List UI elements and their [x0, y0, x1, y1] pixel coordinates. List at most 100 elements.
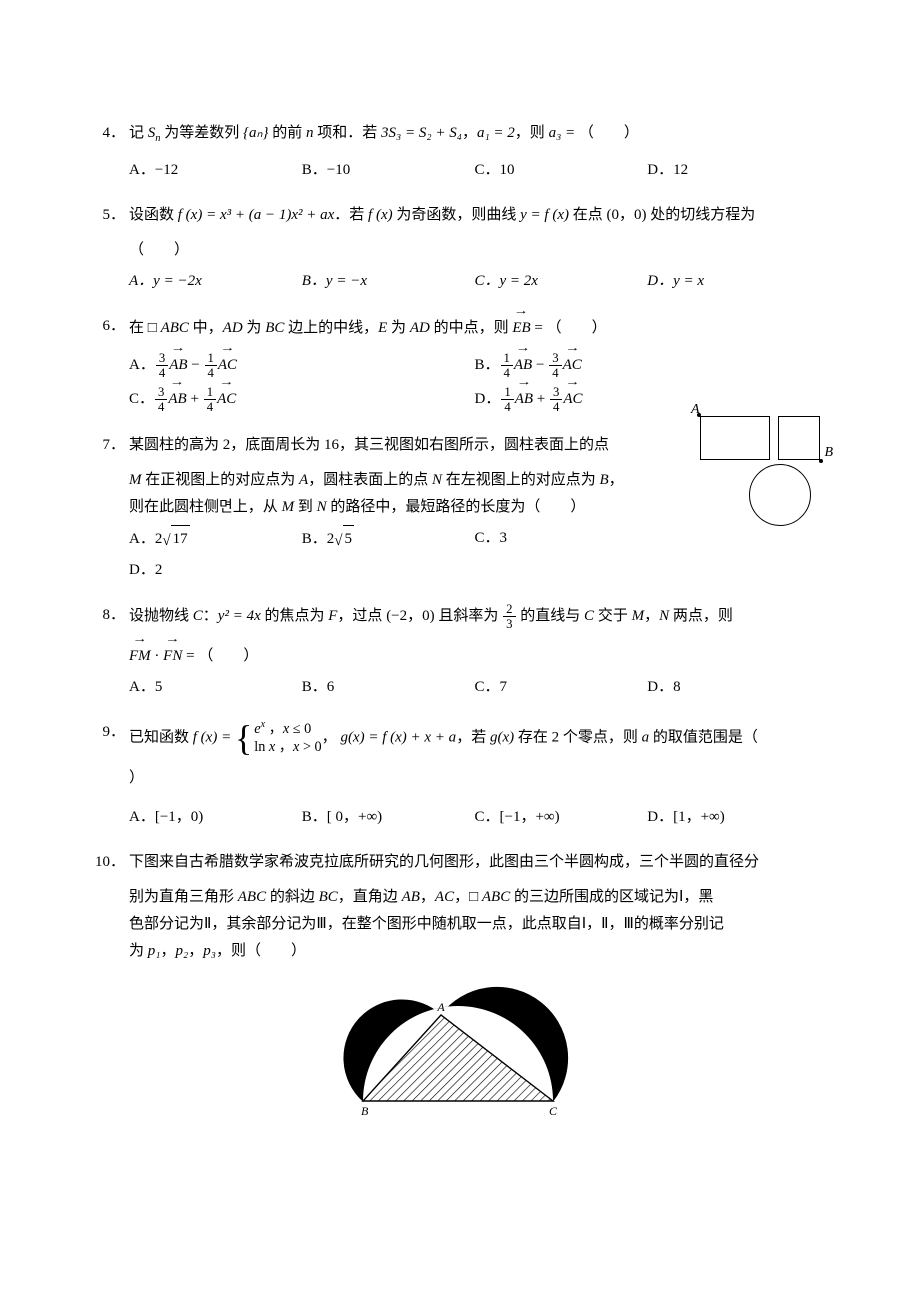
q8-eq2: =: [182, 648, 198, 664]
q8-t-h: 两点，则: [669, 608, 733, 624]
q7-optD: D．2: [129, 557, 302, 584]
q10-l4: 为 p₁，p₂，p₃，则（ ）: [95, 938, 820, 965]
q6-t-d: 边上的中线，: [284, 320, 378, 336]
question-4: 4． 记 Sn 为等差数列 {aₙ} 的前 n 项和．若 3S₃ = S₂ + …: [95, 120, 820, 184]
q9-gx2: g(x): [490, 729, 514, 745]
q8-t-g: 交于: [594, 608, 632, 624]
q9-fx: f (x) =: [193, 729, 235, 745]
q4-optA: A．−12: [129, 157, 302, 184]
q6-t-c: 为: [243, 320, 266, 336]
q8-optA: A．5: [129, 674, 302, 701]
q4-seq: {aₙ}: [243, 125, 268, 141]
q4-text-e: ，则: [515, 125, 549, 141]
q9-t-b: ，若: [456, 729, 490, 745]
q7-figure: A B: [700, 416, 860, 526]
q7-optA: A．2√17: [129, 525, 302, 553]
q8-dot: ·: [151, 648, 164, 664]
q8-optC: C．7: [475, 674, 648, 701]
q8-t-e: 且斜率为: [435, 608, 503, 624]
q7-labB: B: [824, 440, 833, 465]
q10-labB: B: [361, 1104, 369, 1118]
q10-svg: A B C: [343, 983, 573, 1123]
q6-t-a: 在 □: [129, 320, 161, 336]
q10-l3: 色部分记为Ⅱ，其余部分记为Ⅲ，在整个图形中随机取一点，此点取自Ⅰ，Ⅱ，Ⅲ的概率分…: [95, 911, 820, 938]
q7-optC: C．3: [475, 525, 648, 553]
q8-m: M: [632, 608, 645, 624]
q8-optD: D．8: [647, 674, 820, 701]
q4-stem: 4． 记 Sn 为等差数列 {aₙ} 的前 n 项和．若 3S₃ = S₂ + …: [95, 120, 820, 149]
q9-t-c: 存在 2 个零点，则: [514, 729, 642, 745]
q7-options-2: D．2: [95, 557, 820, 584]
question-7: 7． 某圆柱的高为 2，底面周长为 16，其三视图如右图所示，圆柱表面上的点 M…: [95, 432, 820, 584]
q7-t-a: 某圆柱的高为 2，底面周长为 16，其三视图如右图所示，圆柱表面上的点: [129, 437, 609, 453]
q7-B: B: [599, 472, 608, 488]
q10-stem: 10． 下图来自古希腊数学家希波克拉底所研究的几何图形，此图由三个半圆构成，三个…: [95, 849, 820, 876]
q4-paren: （ ）: [579, 125, 639, 141]
q6-paren: （ ）: [547, 320, 607, 336]
q7-side-view: B: [778, 416, 820, 460]
q8-pt: (−2，0): [386, 608, 434, 624]
question-5: 5． 设函数 f (x) = x³ + (a − 1)x² + ax．若 f (…: [95, 202, 820, 295]
q4-options: A．−12 B．−10 C．10 D．12: [95, 157, 820, 184]
q5-optA: A．y = −2x: [129, 268, 302, 295]
q6-t-e: 为: [387, 320, 410, 336]
q6-options-2: C．34AB + 14AC D．14AB + 34AC: [95, 384, 820, 414]
q6-options-1: A．34AB − 14AC B．14AB − 34AC: [95, 350, 820, 380]
q5-paren-line: （ ）: [95, 237, 820, 264]
q7-options-1: A．2√17 B．2√5 C．3: [95, 525, 820, 553]
q8-eq: y² = 4x: [218, 608, 261, 624]
q4-optB: B．−10: [302, 157, 475, 184]
q7-t-d: ，圆柱表面上的点: [308, 472, 432, 488]
q4-a3: a₃ =: [549, 125, 579, 141]
q9-optD: D．[1，+∞): [647, 804, 820, 831]
q10-figure: A B C: [95, 983, 820, 1133]
q6-number: 6．: [95, 313, 125, 340]
q4-eq2: a₁ = 2: [477, 125, 515, 141]
q4-sn: Sn: [148, 125, 161, 141]
q6-t-b: 中，: [189, 320, 223, 336]
q7-t-h: 到: [294, 499, 317, 515]
q8-comma: ，: [644, 608, 659, 624]
q10-labA: A: [436, 1000, 445, 1014]
q4-eq1: 3S₃ = S₂ + S₄: [381, 125, 462, 141]
q7-N2: N: [317, 499, 327, 515]
q7-t-g: 则在此圆柱侧면上，从: [129, 499, 282, 515]
q9-gx: g(x) = f (x) + x + a: [340, 729, 456, 745]
q4-text-b: 为等差数列: [161, 125, 244, 141]
q10-number: 10．: [95, 849, 125, 876]
q5-yfx: y = f (x): [520, 207, 569, 223]
question-6: 6． 在 □ ABC 中，AD 为 BC 边上的中线，E 为 AD 的中点，则 …: [95, 313, 820, 414]
q8-t-b: ：: [203, 608, 218, 624]
q9-optB: B．[ 0，+∞): [302, 804, 475, 831]
q8-number: 8．: [95, 602, 125, 629]
q8-t-f: 的直线与: [517, 608, 585, 624]
q7-A: A: [299, 472, 308, 488]
q6-optD: D．14AB + 34AC: [475, 384, 821, 414]
q7-t-i: 的路径中，最短路径的长度为（ ）: [327, 499, 586, 515]
q6-abc: ABC: [161, 320, 189, 336]
q6-eb-vec: EB: [512, 313, 530, 342]
q7-front-view: A: [700, 416, 770, 460]
q6-ad2: AD: [410, 320, 430, 336]
question-8: 8． 设抛物线 C：y² = 4x 的焦点为 F，过点 (−2，0) 且斜率为 …: [95, 602, 820, 701]
q8-fn-vec: FN: [163, 641, 182, 670]
q8-n: N: [659, 608, 669, 624]
q4-n: n: [306, 125, 314, 141]
q5-t-c: 为奇函数，则曲线: [393, 207, 521, 223]
q6-optC: C．34AB + 14AC: [129, 384, 475, 414]
q6-stem: 6． 在 □ ABC 中，AD 为 BC 边上的中线，E 为 AD 的中点，则 …: [95, 313, 820, 342]
q5-fx2: f (x): [368, 207, 393, 223]
question-9: 9． 已知函数 f (x) = { ex ，x ≤ 0 ln x ，x > 0 …: [95, 719, 820, 831]
q4-text-c: 的前: [269, 125, 307, 141]
q8-t-a: 设抛物线: [129, 608, 193, 624]
q5-fx: f (x) = x³ + (a − 1)x² + ax: [178, 207, 335, 223]
q8-t-d: ，过点: [337, 608, 386, 624]
q5-t-a: 设函数: [129, 207, 178, 223]
q7-t-e: 在左视图上的对应点为: [442, 472, 600, 488]
q5-optD: D．y = x: [647, 268, 820, 295]
q6-bc: BC: [265, 320, 284, 336]
q9-paren-line: ）: [95, 765, 820, 792]
q7-labA: A: [691, 397, 700, 422]
q10-l2: 别为直角三角形 ABC 的斜边 BC，直角边 AB，AC，□ ABC 的三边所围…: [95, 884, 820, 911]
q7-top-view: [749, 464, 811, 526]
